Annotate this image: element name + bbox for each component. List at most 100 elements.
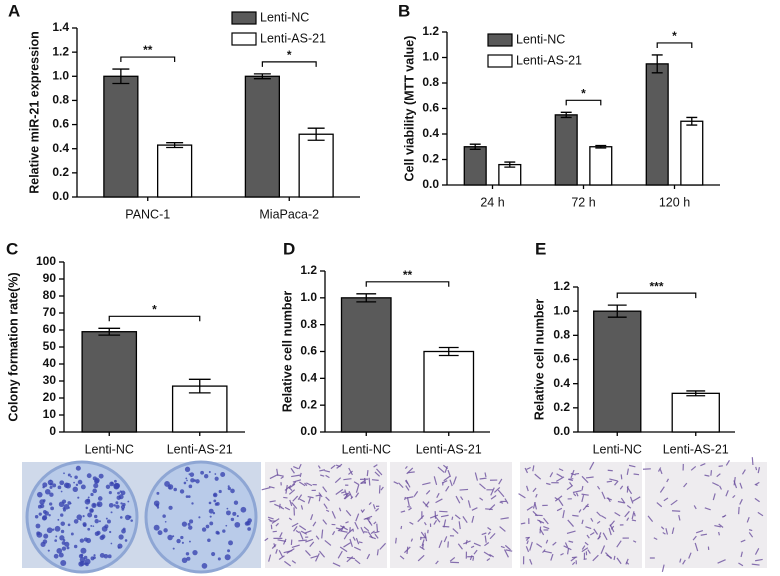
error-bar — [504, 161, 516, 168]
colony — [227, 486, 231, 491]
colony — [109, 530, 112, 534]
colony — [62, 507, 66, 510]
cell — [353, 546, 361, 551]
y-tick-label: 90 — [43, 271, 57, 285]
cell — [670, 499, 678, 506]
cell — [271, 518, 280, 524]
colony — [176, 538, 181, 544]
colony — [105, 517, 108, 520]
colony — [38, 512, 42, 516]
dish — [144, 460, 258, 574]
y-tick-label: 0.0 — [422, 177, 439, 191]
cell — [410, 538, 414, 542]
colony — [208, 501, 212, 505]
cell — [425, 490, 431, 495]
cell — [526, 506, 533, 511]
colony — [90, 524, 93, 527]
cell — [449, 556, 456, 562]
cell — [714, 524, 721, 528]
colony — [168, 505, 173, 510]
cell — [626, 517, 630, 522]
colony — [228, 540, 233, 546]
cell — [471, 507, 478, 511]
colony — [99, 552, 105, 558]
colony — [105, 484, 111, 489]
colony — [96, 530, 101, 536]
bar — [671, 392, 720, 433]
colony — [82, 515, 85, 518]
bar — [423, 350, 475, 433]
cell — [335, 464, 341, 468]
colony — [172, 547, 175, 550]
colony — [85, 506, 89, 510]
cell — [694, 542, 699, 552]
colony — [49, 502, 53, 506]
cell — [529, 558, 533, 565]
cell — [445, 485, 450, 492]
colony — [93, 514, 98, 519]
error-bar — [651, 54, 663, 74]
cell — [459, 488, 469, 491]
colony — [47, 549, 50, 552]
colony — [40, 541, 46, 547]
error-bar — [307, 127, 325, 141]
cell — [337, 550, 343, 559]
cell — [500, 517, 509, 520]
cell — [479, 477, 487, 480]
cell — [292, 481, 297, 486]
colony — [94, 477, 100, 484]
cell — [462, 516, 468, 524]
cell — [682, 559, 686, 565]
cell — [754, 497, 760, 503]
colony — [60, 490, 63, 493]
cell — [310, 514, 314, 521]
cell — [616, 540, 622, 548]
colony — [89, 508, 94, 513]
cell — [549, 472, 554, 478]
colony — [98, 473, 104, 479]
cell — [718, 531, 720, 536]
colony — [119, 490, 122, 493]
cell — [505, 549, 513, 552]
cell — [751, 457, 754, 466]
cell — [628, 464, 636, 468]
colony — [186, 479, 188, 482]
colony — [59, 480, 65, 486]
cell — [755, 481, 760, 486]
cell — [452, 476, 457, 485]
bar — [244, 75, 280, 198]
cell — [309, 541, 315, 547]
bar — [340, 297, 392, 433]
cell — [304, 550, 311, 557]
colony — [121, 507, 125, 511]
cell — [318, 550, 326, 558]
colony — [201, 527, 207, 532]
colony — [188, 484, 193, 489]
cell — [268, 485, 275, 489]
y-tick-label: 0.2 — [553, 400, 570, 414]
cell — [504, 498, 509, 504]
cell — [712, 482, 720, 487]
colony — [110, 511, 113, 514]
cell — [467, 500, 471, 508]
colony — [43, 533, 49, 539]
cell — [633, 473, 640, 476]
cell — [471, 515, 475, 523]
bar — [171, 385, 228, 433]
cell — [529, 541, 533, 551]
cell — [422, 543, 425, 549]
colony-photo — [22, 460, 142, 574]
colony — [52, 528, 55, 531]
colony — [63, 472, 65, 475]
y-axis-label: Cell viability (MTT value) — [402, 36, 416, 182]
colony — [46, 527, 53, 534]
cell — [363, 526, 370, 532]
colony — [70, 475, 72, 478]
cell — [307, 496, 314, 499]
cell — [569, 481, 573, 487]
colony — [117, 491, 120, 495]
colony — [74, 475, 78, 479]
colony — [227, 485, 230, 488]
cell — [454, 514, 461, 520]
colony — [185, 495, 189, 498]
